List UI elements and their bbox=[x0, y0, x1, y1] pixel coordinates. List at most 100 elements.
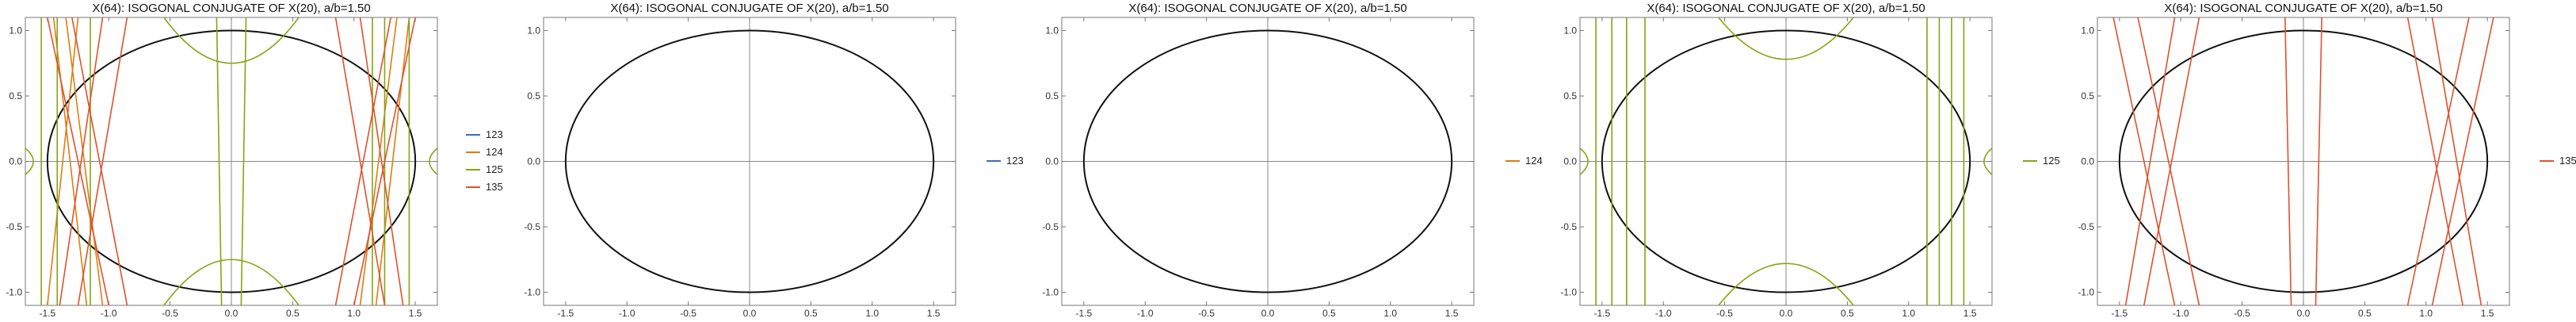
series-line-124 bbox=[375, 17, 410, 305]
series-line-135 bbox=[2406, 17, 2463, 305]
y-tick-label: 0.5 bbox=[2081, 90, 2094, 102]
series-line-135 bbox=[2143, 17, 2200, 305]
chart-panel-5: X(64): ISOGONAL CONJUGATE OF X(20), a/b=… bbox=[2078, 2, 2576, 319]
series-curve-125 bbox=[25, 148, 34, 175]
series-curve-125 bbox=[163, 17, 300, 64]
y-tick-label: 0.0 bbox=[1563, 156, 1577, 167]
series-line-124 bbox=[359, 17, 398, 305]
y-tick-label: -1.0 bbox=[524, 287, 540, 298]
y-tick-label: 0.0 bbox=[1045, 156, 1059, 167]
y-tick-label: 0.5 bbox=[9, 90, 22, 102]
y-tick-label: 0.5 bbox=[1045, 90, 1059, 102]
series-line-135 bbox=[59, 17, 104, 305]
series-curve-125 bbox=[1983, 148, 1992, 175]
series-line-135 bbox=[353, 17, 416, 305]
ellipse-curve bbox=[1082, 29, 1453, 293]
x-tick-label: 0.0 bbox=[1780, 308, 1793, 319]
ellipse-curve bbox=[46, 29, 417, 293]
chart-title: X(64): ISOGONAL CONJUGATE OF X(20), a/b=… bbox=[92, 2, 370, 15]
y-tick-label: -0.5 bbox=[1560, 221, 1577, 232]
legend-label-123: 123 bbox=[1006, 155, 1024, 167]
x-tick-label: -1.5 bbox=[558, 308, 574, 319]
x-tick-label: 1.5 bbox=[409, 308, 422, 319]
chart-panel-3: X(64): ISOGONAL CONJUGATE OF X(20), a/b=… bbox=[1042, 2, 1542, 319]
series-curve-125 bbox=[1718, 17, 1854, 60]
x-tick-label: -1.0 bbox=[101, 308, 117, 319]
x-tick-label: -1.5 bbox=[1594, 308, 1611, 319]
series-line-125 bbox=[240, 17, 247, 305]
series-curve-125 bbox=[429, 148, 437, 175]
series-line-135 bbox=[2431, 17, 2483, 305]
legend-label-125: 125 bbox=[2043, 155, 2060, 167]
x-tick-label: -0.5 bbox=[2234, 308, 2250, 319]
y-tick-label: -0.5 bbox=[524, 221, 540, 232]
y-tick-label: -1.0 bbox=[1042, 287, 1059, 298]
series-line-135 bbox=[77, 17, 128, 305]
y-tick-label: 0.5 bbox=[1563, 90, 1577, 102]
chart-title: X(64): ISOGONAL CONJUGATE OF X(20), a/b=… bbox=[2164, 2, 2442, 15]
x-tick-label: -1.0 bbox=[2173, 308, 2189, 319]
chart-panel-1: X(64): ISOGONAL CONJUGATE OF X(20), a/b=… bbox=[6, 2, 502, 319]
x-tick-label: 0.5 bbox=[1841, 308, 1854, 319]
x-tick-label: 0.5 bbox=[2358, 308, 2372, 319]
legend-label-124: 124 bbox=[486, 146, 503, 158]
legend-label-135: 135 bbox=[486, 181, 503, 193]
x-tick-label: 1.5 bbox=[1445, 308, 1459, 319]
legend-label-125: 125 bbox=[486, 163, 503, 175]
x-tick-label: 1.5 bbox=[2481, 308, 2494, 319]
series-line-124 bbox=[52, 17, 88, 305]
chart-title: X(64): ISOGONAL CONJUGATE OF X(20), a/b=… bbox=[610, 2, 888, 15]
x-tick-label: 1.5 bbox=[1963, 308, 1977, 319]
legend-label-135: 135 bbox=[2559, 155, 2576, 167]
x-tick-label: 0.0 bbox=[225, 308, 239, 319]
series-line-124 bbox=[65, 17, 104, 305]
x-tick-label: -1.5 bbox=[1076, 308, 1093, 319]
x-tick-label: 0.0 bbox=[1261, 308, 1275, 319]
series-line-135 bbox=[2315, 17, 2323, 305]
y-tick-label: -0.5 bbox=[1042, 221, 1059, 232]
series-line-124 bbox=[47, 17, 79, 305]
x-tick-label: 1.0 bbox=[865, 308, 879, 319]
x-tick-label: 1.0 bbox=[1902, 308, 1915, 319]
series-line-135 bbox=[2112, 17, 2176, 305]
x-tick-label: -0.5 bbox=[1198, 308, 1215, 319]
legend-label-124: 124 bbox=[1525, 155, 1543, 167]
x-tick-label: -1.0 bbox=[619, 308, 635, 319]
ellipse-curve bbox=[1601, 29, 1971, 293]
series-line-135 bbox=[359, 17, 404, 305]
series-line-135 bbox=[2137, 17, 2200, 305]
series-line-125 bbox=[216, 17, 223, 305]
x-tick-label: 1.0 bbox=[1383, 308, 1397, 319]
series-line-135 bbox=[2284, 17, 2292, 305]
y-tick-label: 0.5 bbox=[527, 90, 540, 102]
y-tick-label: 1.0 bbox=[527, 25, 540, 36]
chart-panel-4: X(64): ISOGONAL CONJUGATE OF X(20), a/b=… bbox=[1560, 2, 2059, 319]
series-line-135 bbox=[334, 17, 386, 305]
y-tick-label: -1.0 bbox=[2078, 287, 2094, 298]
series-line-135 bbox=[2431, 17, 2494, 305]
ellipse-curve bbox=[564, 29, 935, 293]
y-tick-label: -1.0 bbox=[1560, 287, 1577, 298]
x-tick-label: 0.5 bbox=[804, 308, 818, 319]
ellipse-curve bbox=[2118, 29, 2489, 293]
series-curve-125 bbox=[163, 259, 300, 305]
chart-panel-2: X(64): ISOGONAL CONJUGATE OF X(20), a/b=… bbox=[524, 2, 1023, 319]
series-curve-125 bbox=[1718, 263, 1854, 305]
series-line-135 bbox=[71, 17, 128, 305]
y-tick-label: -0.5 bbox=[2078, 221, 2094, 232]
x-tick-label: -0.5 bbox=[680, 308, 696, 319]
y-tick-label: 0.0 bbox=[527, 156, 540, 167]
y-tick-label: -0.5 bbox=[6, 221, 22, 232]
y-tick-label: 1.0 bbox=[1045, 25, 1059, 36]
x-tick-label: 0.5 bbox=[286, 308, 300, 319]
x-tick-label: -1.5 bbox=[40, 308, 56, 319]
x-tick-label: 1.0 bbox=[2419, 308, 2433, 319]
chart-title: X(64): ISOGONAL CONJUGATE OF X(20), a/b=… bbox=[1128, 2, 1406, 15]
series-line-135 bbox=[2406, 17, 2470, 305]
x-tick-label: -0.5 bbox=[1716, 308, 1733, 319]
series-curve-125 bbox=[1580, 148, 1589, 175]
y-tick-label: 0.0 bbox=[2081, 156, 2094, 167]
series-line-135 bbox=[47, 17, 110, 305]
x-tick-label: 0.5 bbox=[1322, 308, 1336, 319]
